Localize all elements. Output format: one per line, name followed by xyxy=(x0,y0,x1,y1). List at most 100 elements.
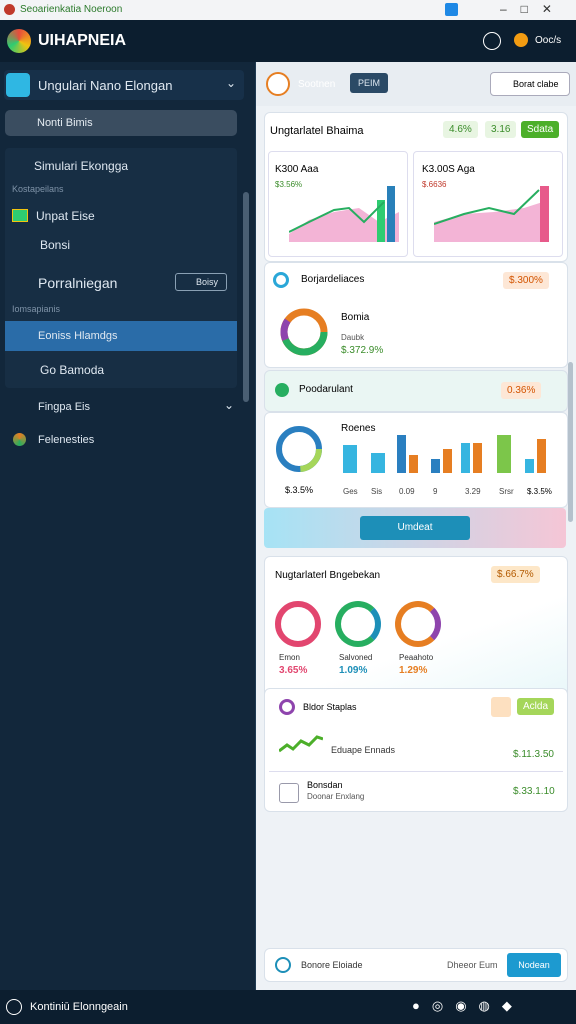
chart-card: $.3.5% Roenes Ges Sis 0.09 9 3.29 Srsr $.3.5% xyxy=(264,412,568,508)
footer-icon xyxy=(275,957,291,973)
nav-icon xyxy=(13,433,26,446)
status-icon xyxy=(6,999,22,1015)
chevron: ⌄ xyxy=(226,76,237,90)
divider xyxy=(269,771,563,772)
bar xyxy=(397,435,406,473)
donut xyxy=(280,308,328,356)
section-icon xyxy=(275,383,289,397)
scrollbar[interactable] xyxy=(243,192,249,402)
toolbar-label: Sootnen xyxy=(298,79,336,90)
section-title: Bldor Staplas xyxy=(303,702,357,712)
mini-chart: K300 Aaa $3.56% xyxy=(268,151,408,257)
scrollbar[interactable] xyxy=(568,362,573,522)
bar xyxy=(461,443,470,473)
line xyxy=(434,189,540,225)
donut-segment xyxy=(280,308,328,356)
bar xyxy=(537,439,546,473)
app-header: UIHAPNEIA Ooc/s xyxy=(0,20,576,63)
search-text: Nonti Bimis xyxy=(37,117,93,129)
app-logo xyxy=(7,29,31,53)
chart-graphic xyxy=(434,186,549,242)
chart-subtitle: $.6636 xyxy=(422,180,447,189)
section-title: Borjardeliaces xyxy=(301,274,365,285)
chip[interactable]: 3.16 xyxy=(485,121,517,138)
window-controls[interactable]: –□✕ xyxy=(500,2,566,16)
end-value: $.3.5% xyxy=(527,487,552,496)
card-title: Ungtarlatel Bhaima xyxy=(270,125,364,137)
group-button[interactable]: Boisy xyxy=(175,273,228,291)
donut xyxy=(395,601,441,647)
donut-segment xyxy=(280,308,328,356)
dropdown[interactable]: PEIM xyxy=(350,73,389,93)
action-button[interactable]: Umdeat xyxy=(360,516,470,540)
chart-title: Roenes xyxy=(341,423,376,434)
app-name: UIHAPNEIA xyxy=(38,32,127,49)
line xyxy=(289,201,385,233)
donut-value: 1.29% xyxy=(399,665,428,676)
chip[interactable]: Sdata xyxy=(521,121,560,138)
sidebar: Ungulari Nano Elongan ⌄ Nonti Bimis Simu… xyxy=(0,62,256,990)
favicon xyxy=(4,4,15,15)
mini-chart: K3.00S Aga $.6636 xyxy=(413,151,563,257)
nav-item[interactable]: Bonsi xyxy=(40,238,71,252)
donut xyxy=(275,601,321,647)
sparkline-line xyxy=(279,735,323,753)
sparkline xyxy=(279,735,323,753)
bar xyxy=(540,186,549,242)
bar xyxy=(343,445,357,473)
nav-item[interactable]: Unpat Eise xyxy=(36,209,95,223)
workspace-name: Ungulari Nano Elongan xyxy=(38,78,173,93)
nav-item[interactable]: Felenesties xyxy=(38,434,95,446)
chart-subtitle: $3.56% xyxy=(275,180,303,189)
bar xyxy=(497,435,511,473)
chart-title: K3.00S Aga xyxy=(422,164,475,175)
section-label: Kostapeilans xyxy=(12,184,64,194)
status-text: Kontiniū Elonngeain xyxy=(30,1001,128,1013)
bar xyxy=(409,455,418,473)
chart-title: K300 Aaa xyxy=(275,164,319,175)
workspace-icon xyxy=(6,73,30,97)
section-card: Borjardeliaces $.300% Bomia Daubk $.372.… xyxy=(264,262,568,368)
badge: 0.36% xyxy=(501,382,542,399)
status-bar: Kontiniū Elonngeain ●◎◉◍◆ xyxy=(0,990,576,1024)
status-icons[interactable]: ●◎◉◍◆ xyxy=(412,998,524,1013)
icon-button[interactable] xyxy=(491,697,511,717)
nav-item[interactable]: Simulari Ekongga xyxy=(34,159,129,173)
bar-label: Ges xyxy=(343,487,358,496)
nav-item[interactable]: Go Bamoda xyxy=(40,363,105,377)
nav-icon xyxy=(12,209,28,222)
avatar[interactable] xyxy=(514,33,528,47)
donut-value: 1.09% xyxy=(339,665,368,676)
badge: $.300% xyxy=(503,272,549,289)
help-icon[interactable] xyxy=(483,32,501,50)
nav-item[interactable]: Fingpa Eis xyxy=(38,401,90,413)
nav-item-active[interactable]: Eoniss Hlamdgs xyxy=(5,321,237,351)
bar xyxy=(387,186,395,242)
chip[interactable]: 4.6% xyxy=(443,121,478,138)
nav-group[interactable]: Porralniegan xyxy=(38,275,118,291)
footer-button[interactable]: Nodean xyxy=(507,953,561,977)
bar xyxy=(473,443,482,473)
footer-text: Dheeor Eum xyxy=(447,960,498,970)
search-box[interactable]: Nonti Bimis xyxy=(5,110,237,136)
area xyxy=(289,208,399,242)
row-name: Bonsdan xyxy=(307,780,343,790)
section-label: Iomsapianis xyxy=(12,304,61,314)
section-button[interactable]: Aclda xyxy=(517,698,555,715)
footer-bar: Bonore Eloiade Dheeor Eum Nodean xyxy=(264,948,568,982)
extension-icon[interactable] xyxy=(445,3,458,16)
donut-segment xyxy=(276,426,322,472)
user-name[interactable]: Ooc/s xyxy=(535,35,562,46)
row-sub: Doonar Enxlang xyxy=(307,792,365,801)
section-card: Bldor Staplas Aclda Eduape Ennads $.11.3… xyxy=(264,688,568,812)
workspace-selector[interactable]: Ungulari Nano Elongan ⌄ xyxy=(4,70,244,100)
overview-card: Ungtarlatel Bhaima 4.6% 3.16 Sdata K300 … xyxy=(264,112,568,262)
bar xyxy=(431,459,440,473)
main: Sootnen PEIM Borat clabe Ungtarlatel Bha… xyxy=(256,62,576,990)
donut xyxy=(335,601,381,647)
bar-label: Srsr xyxy=(499,487,514,496)
section-title: Nugtarlaterl Bngebekan xyxy=(275,570,381,581)
donut-value: $.3.5% xyxy=(285,485,314,495)
toolbar-button[interactable]: Borat clabe xyxy=(490,72,570,96)
nav-item-text: Eoniss Hlamdgs xyxy=(38,330,118,342)
